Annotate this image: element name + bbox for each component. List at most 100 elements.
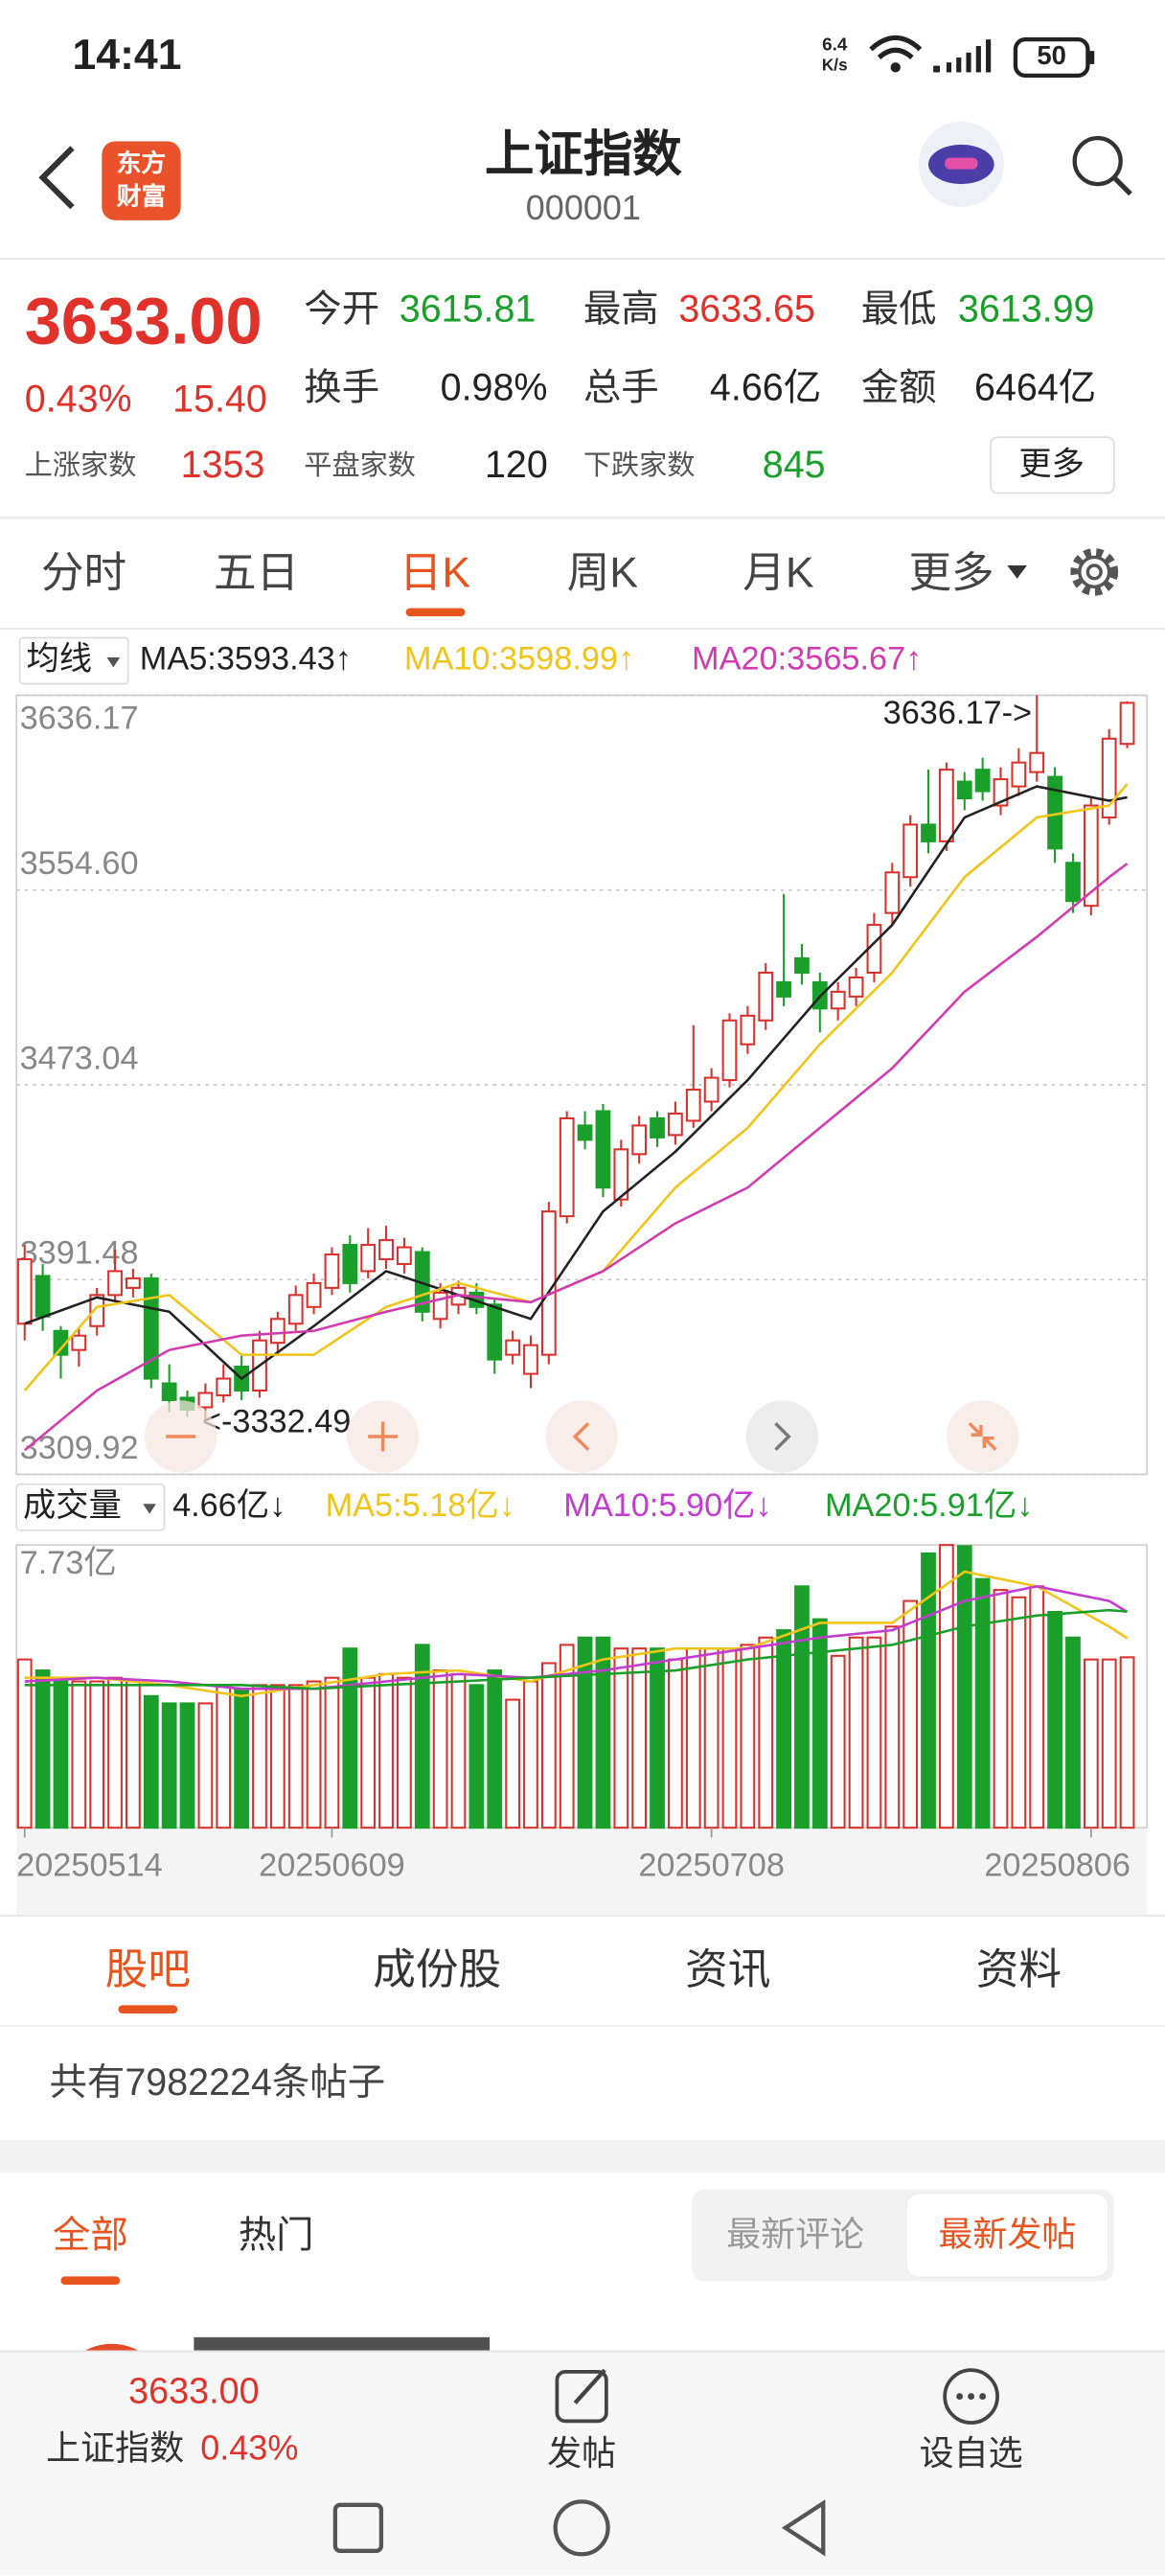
nav-recents[interactable] (332, 2502, 384, 2553)
volume-bar (468, 1684, 485, 1829)
volume-bar (1101, 1658, 1117, 1829)
volume-bar (703, 1647, 720, 1829)
stat-label: 总手 (582, 365, 659, 409)
community-tab[interactable]: 股吧 (104, 1944, 191, 1994)
more-button-label[interactable]: 更多 (1018, 447, 1085, 484)
post-icon[interactable] (555, 2369, 608, 2424)
candle-body (974, 769, 991, 793)
legend-item: MA10:5.90亿↓ (563, 1487, 771, 1524)
indicator-button[interactable] (15, 1483, 166, 1531)
candle-body (523, 1344, 538, 1375)
volume-bar (758, 1636, 774, 1829)
candle-body (432, 1291, 448, 1321)
volume-bar (921, 1552, 936, 1829)
divider (0, 2350, 1165, 2353)
candle-body (1011, 761, 1027, 788)
breadth-label: 上涨家数 (24, 449, 137, 481)
volume-bar (179, 1702, 195, 1829)
candle-body (794, 956, 810, 974)
period-tab[interactable]: 分时 (40, 547, 127, 597)
period-tab[interactable]: 月K (742, 547, 814, 597)
more-button[interactable] (990, 436, 1115, 494)
volume-bar (1047, 1610, 1062, 1829)
volume-bar (216, 1684, 232, 1829)
volume-bar (71, 1680, 87, 1829)
sort-option[interactable]: 最新评论 (726, 2216, 865, 2255)
price: 3633.00 (24, 286, 263, 358)
y-tick-label: 3554.60 (20, 845, 139, 882)
volume-bar (143, 1694, 159, 1829)
period-tab[interactable]: 五日 (213, 547, 300, 597)
community-tab[interactable]: 成份股 (373, 1944, 502, 1994)
period-tab[interactable]: 日K (399, 547, 471, 597)
candle-body (89, 1294, 105, 1327)
candle-body (559, 1116, 575, 1218)
candle-body (884, 871, 901, 914)
period-tab[interactable]: 周K (566, 547, 639, 597)
stat-label: 金额 (860, 365, 937, 409)
watch-icon[interactable] (943, 2368, 999, 2425)
action-label[interactable]: 发帖 (547, 2434, 617, 2473)
y-tick-label: 3473.04 (20, 1040, 139, 1076)
stat-label: 今开 (304, 287, 380, 330)
volume-bar (577, 1636, 593, 1829)
legend-item: MA5:3593.43↑ (140, 641, 352, 678)
filter-tab[interactable]: 热门 (238, 2213, 314, 2256)
settings-icon[interactable] (1070, 547, 1119, 596)
logo-text: 东方 (116, 150, 167, 179)
sort-active-pill (905, 2192, 1109, 2279)
candle-body (107, 1270, 123, 1297)
candle-body (776, 980, 791, 998)
candle-body (902, 823, 919, 879)
dropdown-arrow (143, 1504, 156, 1514)
volume-bar (432, 1669, 448, 1829)
volume-bar (287, 1684, 304, 1829)
prev-button[interactable] (545, 1400, 618, 1473)
back-icon[interactable] (38, 146, 75, 210)
y-tick-label: 3636.17 (20, 700, 139, 736)
x-tick-label: 20250609 (259, 1847, 405, 1883)
collapse-button[interactable] (946, 1400, 1019, 1473)
nav-home[interactable] (553, 2499, 610, 2557)
gap-band (0, 2140, 1165, 2174)
page-title: 上证指数 (484, 127, 682, 183)
community-tab[interactable]: 资料 (975, 1944, 1062, 1994)
volume-bar (450, 1672, 467, 1829)
stat-label: 最高 (582, 287, 659, 330)
community-tab[interactable]: 资讯 (685, 1944, 771, 1994)
candle-body (595, 1110, 611, 1189)
candle-body (830, 990, 846, 1010)
volume-bar (197, 1702, 214, 1829)
battery-icon (1089, 51, 1095, 64)
stat-value: 0.98% (440, 365, 548, 409)
candle-body (342, 1243, 358, 1284)
volume-bar (1065, 1636, 1081, 1829)
legend-item: MA10:3598.99↑ (404, 641, 634, 678)
tab-underline (60, 2276, 121, 2285)
search-icon[interactable] (1072, 135, 1123, 187)
next-button[interactable] (745, 1400, 819, 1473)
period-tab[interactable]: 更多 (908, 547, 994, 597)
candle-body (306, 1281, 322, 1308)
sort-option[interactable]: 最新发帖 (938, 2216, 1077, 2255)
indicator-button[interactable] (18, 636, 129, 685)
net-unit: K/s (821, 58, 848, 76)
nav-back[interactable] (781, 2499, 826, 2557)
footer-price: 3633.00 (128, 2370, 260, 2412)
volume-bar (1029, 1585, 1045, 1829)
volume-bar (34, 1669, 51, 1829)
y-tick-label: 3309.92 (20, 1430, 139, 1466)
volume-bar (269, 1684, 286, 1829)
breadth-value: 120 (484, 443, 548, 486)
stat-value: 4.66亿 (709, 365, 822, 409)
candle-body (721, 1019, 738, 1082)
candle-body (939, 769, 954, 842)
candle-body (287, 1294, 304, 1325)
volume-bar (866, 1636, 882, 1829)
action-label[interactable]: 设自选 (919, 2434, 1023, 2473)
filter-tab[interactable]: 全部 (52, 2213, 128, 2256)
candle-body (703, 1076, 720, 1103)
candle-body (216, 1377, 232, 1397)
ma-line (24, 1608, 1128, 1690)
